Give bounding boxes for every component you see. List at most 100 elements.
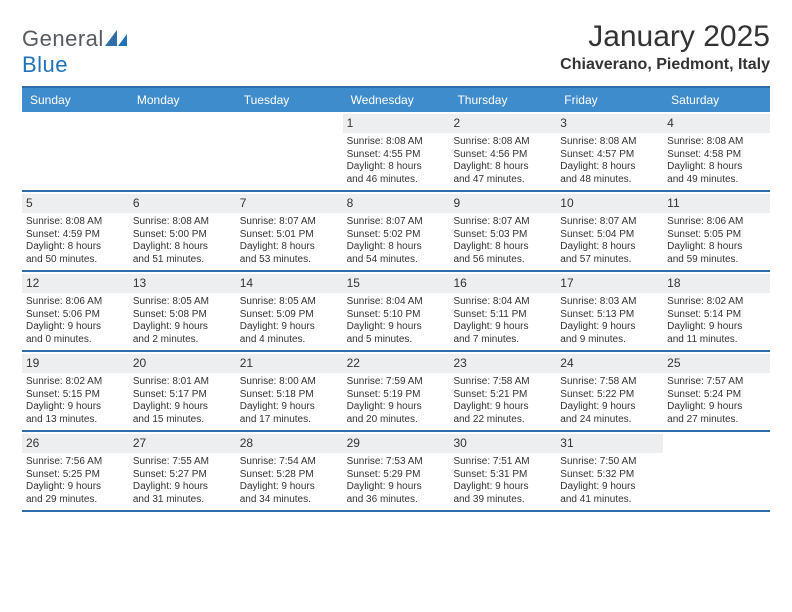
- daylight-line-2: and 0 minutes.: [26, 334, 125, 347]
- daylight-line-1: Daylight: 8 hours: [453, 241, 552, 254]
- calendar-cell: 23Sunrise: 7:58 AMSunset: 5:21 PMDayligh…: [449, 352, 556, 430]
- brand-sail-icon: [105, 26, 127, 52]
- calendar-cell: 24 Sunrise: 7:58 AMSunset: 5:22 PMDayligh…: [556, 352, 663, 430]
- day-number: 3: [556, 114, 663, 133]
- daylight-line-2: and 2 minutes.: [133, 334, 232, 347]
- daylight-line-2: and 59 minutes.: [667, 254, 766, 267]
- day-number: 17: [556, 274, 663, 293]
- calendar-week: 26Sunrise: 7:56 AMSunset: 5:25 PMDayligh…: [22, 432, 770, 512]
- sunset-line: Sunset: 5:17 PM: [133, 389, 232, 402]
- calendar-cell: 20Sunrise: 8:01 AMSunset: 5:17 PMDayligh…: [129, 352, 236, 430]
- day-number: 10: [556, 194, 663, 213]
- calendar-cell: .: [22, 112, 129, 190]
- calendar-cell: 25Sunrise: 7:57 AMSunset: 5:24 PMDayligh…: [663, 352, 770, 430]
- daylight-line-1: Daylight: 9 hours: [453, 481, 552, 494]
- daylight-line-1: Daylight: 9 hours: [240, 401, 339, 414]
- sunrise-line: Sunrise: 7:59 AM: [347, 376, 446, 389]
- day-number: 26: [22, 434, 129, 453]
- day-number: 24: [556, 354, 663, 373]
- daylight-line-1: Daylight: 8 hours: [347, 161, 446, 174]
- sunrise-line: Sunrise: 7:58 AM: [560, 376, 659, 389]
- calendar-week: 5Sunrise: 8:08 AMSunset: 4:59 PMDaylight…: [22, 192, 770, 272]
- day-number: 1: [343, 114, 450, 133]
- day-number: 19: [22, 354, 129, 373]
- sunset-line: Sunset: 5:06 PM: [26, 309, 125, 322]
- sunset-line: Sunset: 4:57 PM: [560, 149, 659, 162]
- daylight-line-1: Daylight: 8 hours: [240, 241, 339, 254]
- daylight-line-1: Daylight: 8 hours: [667, 161, 766, 174]
- sunset-line: Sunset: 5:22 PM: [560, 389, 659, 402]
- sunrise-line: Sunrise: 8:00 AM: [240, 376, 339, 389]
- daylight-line-2: and 29 minutes.: [26, 494, 125, 507]
- day-number: 28: [236, 434, 343, 453]
- sunrise-line: Sunrise: 7:57 AM: [667, 376, 766, 389]
- calendar-cell: 1Sunrise: 8:08 AMSunset: 4:55 PMDaylight…: [343, 112, 450, 190]
- sunrise-line: Sunrise: 8:03 AM: [560, 296, 659, 309]
- dayhdr-sat: Saturday: [663, 88, 770, 112]
- daylight-line-1: Daylight: 9 hours: [26, 401, 125, 414]
- daylight-line-1: Daylight: 9 hours: [560, 401, 659, 414]
- sunset-line: Sunset: 5:25 PM: [26, 469, 125, 482]
- sunset-line: Sunset: 4:55 PM: [347, 149, 446, 162]
- daylight-line-1: Daylight: 9 hours: [26, 321, 125, 334]
- calendar-cell: 3Sunrise: 8:08 AMSunset: 4:57 PMDaylight…: [556, 112, 663, 190]
- day-number: 6: [129, 194, 236, 213]
- sunrise-line: Sunrise: 7:58 AM: [453, 376, 552, 389]
- sunset-line: Sunset: 4:58 PM: [667, 149, 766, 162]
- daylight-line-1: Daylight: 9 hours: [667, 321, 766, 334]
- calendar-cell: 30Sunrise: 7:51 AMSunset: 5:31 PMDayligh…: [449, 432, 556, 510]
- sunset-line: Sunset: 5:03 PM: [453, 229, 552, 242]
- sunrise-line: Sunrise: 8:08 AM: [133, 216, 232, 229]
- day-number: 25: [663, 354, 770, 373]
- dayhdr-thu: Thursday: [449, 88, 556, 112]
- daylight-line-2: and 9 minutes.: [560, 334, 659, 347]
- calendar-week: 12Sunrise: 8:06 AMSunset: 5:06 PMDayligh…: [22, 272, 770, 352]
- daylight-line-2: and 49 minutes.: [667, 174, 766, 187]
- daylight-line-2: and 24 minutes.: [560, 414, 659, 427]
- sunset-line: Sunset: 5:29 PM: [347, 469, 446, 482]
- sunset-line: Sunset: 5:02 PM: [347, 229, 446, 242]
- calendar-cell: 31Sunrise: 7:50 AMSunset: 5:32 PMDayligh…: [556, 432, 663, 510]
- daylight-line-1: Daylight: 9 hours: [453, 401, 552, 414]
- daylight-line-2: and 50 minutes.: [26, 254, 125, 267]
- dayhdr-wed: Wednesday: [343, 88, 450, 112]
- sunrise-line: Sunrise: 7:55 AM: [133, 456, 232, 469]
- sunset-line: Sunset: 5:28 PM: [240, 469, 339, 482]
- daylight-line-2: and 22 minutes.: [453, 414, 552, 427]
- sunrise-line: Sunrise: 8:06 AM: [26, 296, 125, 309]
- brand-text: GeneralBlue: [22, 26, 127, 78]
- sunset-line: Sunset: 5:27 PM: [133, 469, 232, 482]
- sunset-line: Sunset: 5:14 PM: [667, 309, 766, 322]
- sunset-line: Sunset: 5:10 PM: [347, 309, 446, 322]
- calendar-cell: 7Sunrise: 8:07 AMSunset: 5:01 PMDaylight…: [236, 192, 343, 270]
- calendar-cell: 10Sunrise: 8:07 AMSunset: 5:04 PMDayligh…: [556, 192, 663, 270]
- sunrise-line: Sunrise: 8:06 AM: [667, 216, 766, 229]
- sunrise-line: Sunrise: 8:07 AM: [240, 216, 339, 229]
- sunrise-line: Sunrise: 7:54 AM: [240, 456, 339, 469]
- sunset-line: Sunset: 5:09 PM: [240, 309, 339, 322]
- sunrise-line: Sunrise: 8:08 AM: [453, 136, 552, 149]
- daylight-line-2: and 39 minutes.: [453, 494, 552, 507]
- calendar-cell: 14Sunrise: 8:05 AMSunset: 5:09 PMDayligh…: [236, 272, 343, 350]
- daylight-line-1: Daylight: 9 hours: [667, 401, 766, 414]
- day-number: 21: [236, 354, 343, 373]
- sunrise-line: Sunrise: 8:04 AM: [453, 296, 552, 309]
- daylight-line-2: and 48 minutes.: [560, 174, 659, 187]
- day-number: 11: [663, 194, 770, 213]
- daylight-line-2: and 41 minutes.: [560, 494, 659, 507]
- daylight-line-1: Daylight: 8 hours: [560, 241, 659, 254]
- calendar-cell: 15Sunrise: 8:04 AMSunset: 5:10 PMDayligh…: [343, 272, 450, 350]
- calendar-cell: 5Sunrise: 8:08 AMSunset: 4:59 PMDaylight…: [22, 192, 129, 270]
- sunset-line: Sunset: 4:56 PM: [453, 149, 552, 162]
- day-number: 9: [449, 194, 556, 213]
- sunrise-line: Sunrise: 7:50 AM: [560, 456, 659, 469]
- daylight-line-1: Daylight: 8 hours: [26, 241, 125, 254]
- calendar-week: ...1Sunrise: 8:08 AMSunset: 4:55 PMDayli…: [22, 112, 770, 192]
- sunrise-line: Sunrise: 7:53 AM: [347, 456, 446, 469]
- dayhdr-sun: Sunday: [22, 88, 129, 112]
- day-number: 20: [129, 354, 236, 373]
- daylight-line-1: Daylight: 9 hours: [240, 481, 339, 494]
- sunrise-line: Sunrise: 8:07 AM: [453, 216, 552, 229]
- dayhdr-mon: Monday: [129, 88, 236, 112]
- calendar-cell: 12Sunrise: 8:06 AMSunset: 5:06 PMDayligh…: [22, 272, 129, 350]
